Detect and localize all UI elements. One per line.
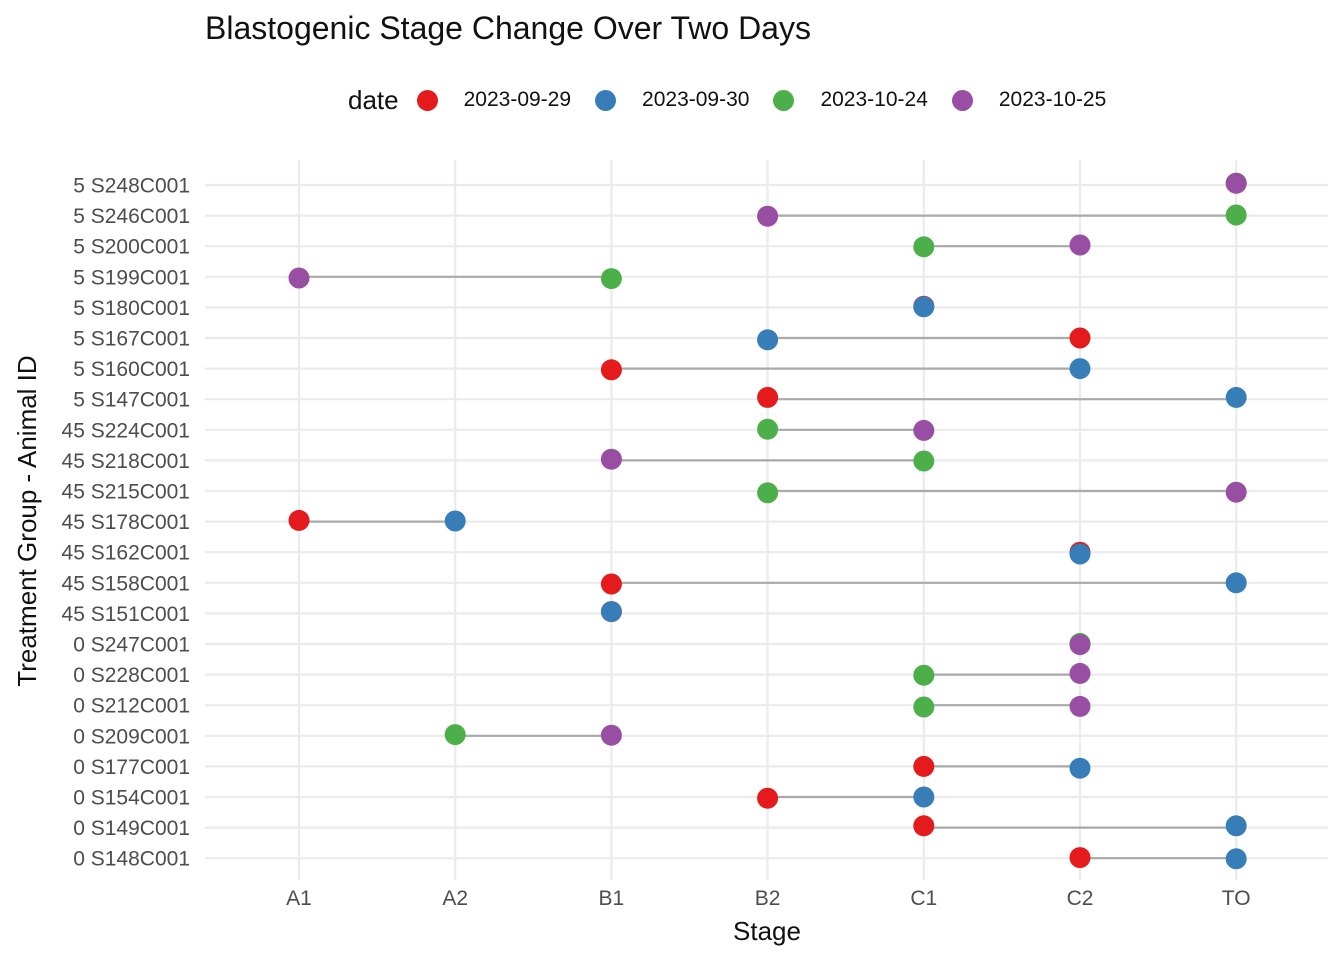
legend: date 2023-09-29 2023-09-30 2023-10-24 20… bbox=[348, 84, 1130, 116]
data-point bbox=[913, 664, 935, 686]
data-point bbox=[600, 268, 622, 290]
data-point bbox=[913, 419, 935, 441]
y-tick-label: 45 S215C001 bbox=[62, 481, 190, 504]
legend-item: 2023-10-25 bbox=[951, 88, 1107, 112]
y-tick-label: 0 S247C001 bbox=[73, 634, 190, 657]
x-tick-label: C2 bbox=[1067, 887, 1094, 910]
y-tick-label: 45 S178C001 bbox=[62, 511, 190, 534]
y-tick-label: 5 S248C001 bbox=[73, 175, 190, 198]
data-point bbox=[913, 296, 935, 318]
y-tick-label: 0 S149C001 bbox=[73, 817, 190, 840]
data-point bbox=[913, 815, 935, 837]
x-tick-label: A2 bbox=[442, 887, 468, 910]
x-tick-label: C1 bbox=[910, 887, 937, 910]
y-tick-label: 0 S212C001 bbox=[73, 695, 190, 718]
data-point bbox=[1069, 757, 1091, 779]
data-point bbox=[913, 786, 935, 808]
y-tick-label: 0 S154C001 bbox=[73, 787, 190, 810]
data-point bbox=[1225, 386, 1247, 408]
data-point bbox=[600, 359, 622, 381]
y-tick-label: 5 S180C001 bbox=[73, 297, 190, 320]
legend-label: 2023-10-24 bbox=[820, 88, 928, 111]
data-point bbox=[1069, 358, 1091, 380]
data-point bbox=[913, 696, 935, 718]
y-tick-label: 45 S218C001 bbox=[62, 450, 190, 473]
y-tick-label: 0 S148C001 bbox=[73, 848, 190, 871]
connector-lines bbox=[299, 214, 1237, 860]
legend-dot-icon bbox=[595, 89, 617, 111]
x-tick-label: A1 bbox=[286, 887, 312, 910]
data-point bbox=[600, 601, 622, 623]
data-point bbox=[1225, 815, 1247, 837]
data-point bbox=[913, 236, 935, 258]
data-point bbox=[913, 450, 935, 472]
y-tick-label: 45 S162C001 bbox=[62, 542, 190, 565]
data-point bbox=[757, 386, 779, 408]
data-point bbox=[600, 448, 622, 470]
chart-title: Blastogenic Stage Change Over Two Days bbox=[205, 10, 811, 46]
x-axis-title: Stage bbox=[733, 916, 801, 946]
data-point bbox=[600, 724, 622, 746]
data-point bbox=[288, 267, 310, 289]
y-tick-label: 0 S177C001 bbox=[73, 756, 190, 779]
data-point bbox=[444, 510, 466, 532]
data-point bbox=[1069, 543, 1091, 565]
legend-label: 2023-09-29 bbox=[463, 88, 572, 111]
y-tick-label: 5 S147C001 bbox=[73, 389, 190, 412]
data-point bbox=[444, 724, 466, 746]
y-tick-label: 0 S228C001 bbox=[73, 664, 190, 687]
x-tick-label: B1 bbox=[599, 887, 625, 910]
data-point bbox=[1225, 572, 1247, 594]
y-tick-label: 45 S151C001 bbox=[62, 603, 190, 626]
y-tick-label: 5 S199C001 bbox=[73, 266, 190, 289]
data-points bbox=[288, 172, 1247, 870]
y-tick-label: 0 S209C001 bbox=[73, 725, 190, 748]
data-point bbox=[757, 787, 779, 809]
legend-item: 2023-09-30 bbox=[595, 88, 749, 112]
y-tick-label: 5 S246C001 bbox=[73, 205, 190, 228]
grid-lines bbox=[205, 160, 1328, 880]
y-tick-label: 45 S158C001 bbox=[62, 572, 190, 595]
data-point bbox=[913, 755, 935, 777]
legend-dot-icon bbox=[773, 89, 795, 111]
data-point bbox=[757, 418, 779, 440]
x-tick-label: B2 bbox=[755, 887, 781, 910]
data-point bbox=[1069, 234, 1091, 256]
legend-label: 2023-09-30 bbox=[642, 88, 750, 111]
data-point bbox=[1225, 481, 1247, 503]
data-point bbox=[757, 329, 779, 351]
y-tick-label: 5 S160C001 bbox=[73, 358, 190, 381]
y-axis-title: Treatment Group - Animal ID bbox=[12, 355, 42, 686]
data-point bbox=[1225, 204, 1247, 226]
y-tick-labels: 5 S248C001 5 S246C001 5 S200C001 5 S199C001… bbox=[62, 175, 190, 871]
data-point bbox=[288, 509, 310, 531]
y-tick-label: 45 S224C001 bbox=[62, 419, 190, 442]
data-point bbox=[1069, 634, 1091, 656]
data-point bbox=[757, 482, 779, 504]
legend-item: 2023-09-29 bbox=[416, 88, 572, 112]
data-point bbox=[1069, 847, 1091, 869]
data-point bbox=[1069, 662, 1091, 684]
data-point bbox=[1069, 327, 1091, 349]
data-point bbox=[757, 205, 779, 227]
legend-dot-icon bbox=[951, 89, 973, 111]
legend-title: date bbox=[348, 84, 399, 115]
x-tick-label: TO bbox=[1222, 887, 1251, 910]
data-point bbox=[600, 573, 622, 595]
legend-label: 2023-10-25 bbox=[998, 88, 1107, 111]
data-point bbox=[1069, 695, 1091, 717]
y-tick-label: 5 S167C001 bbox=[73, 328, 190, 351]
data-point bbox=[1225, 848, 1247, 870]
data-point bbox=[1225, 172, 1247, 194]
legend-dot-icon bbox=[416, 89, 438, 111]
x-tick-labels: A1 A2 B1 B2 C1 C2 TO bbox=[286, 887, 1250, 910]
y-tick-label: 5 S200C001 bbox=[73, 236, 190, 259]
legend-item: 2023-10-24 bbox=[773, 88, 928, 112]
